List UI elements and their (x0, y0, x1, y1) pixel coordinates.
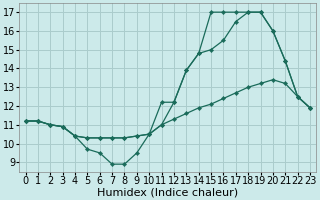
X-axis label: Humidex (Indice chaleur): Humidex (Indice chaleur) (97, 187, 238, 197)
